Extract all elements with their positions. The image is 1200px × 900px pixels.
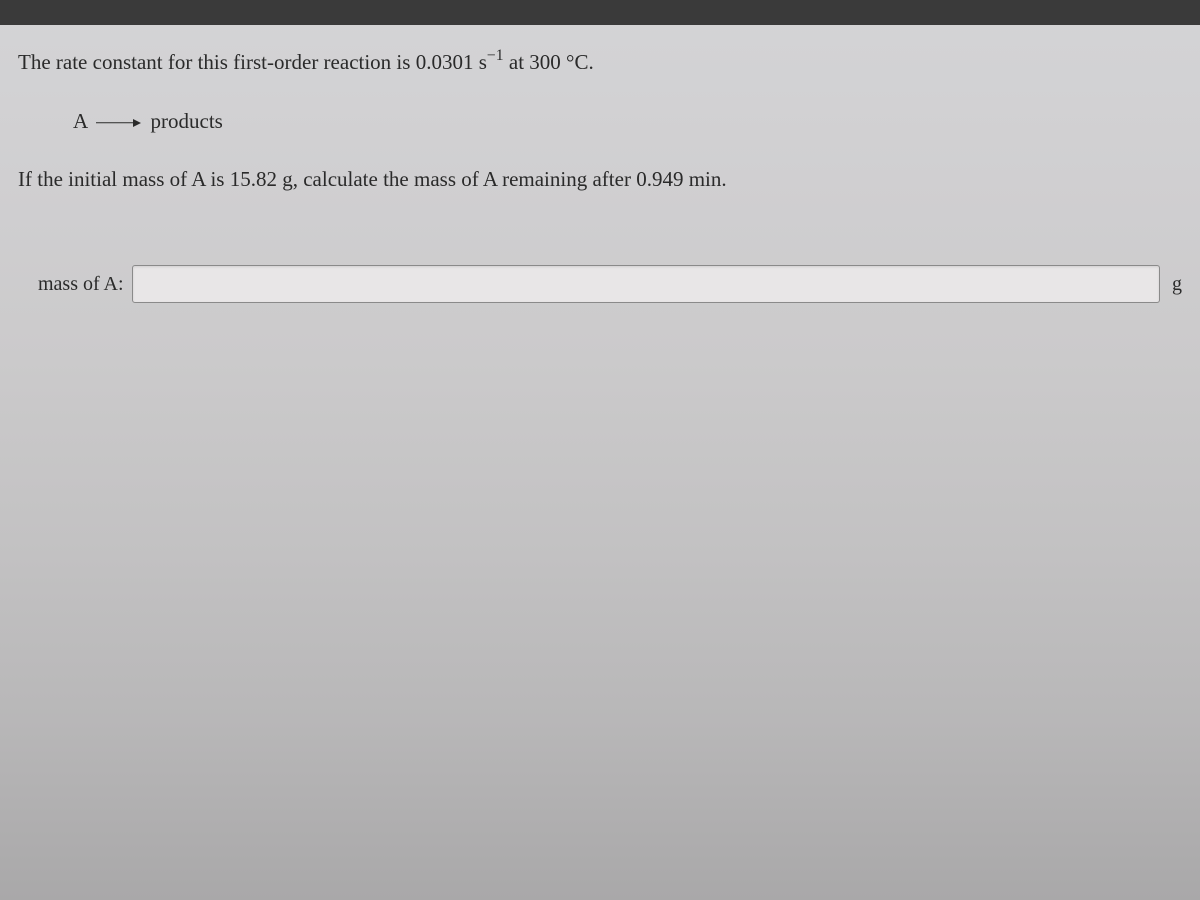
reaction-arrow-icon [96,118,141,128]
reaction-equation: A products [73,109,1182,134]
line1-pre: The rate constant for this first-order r… [18,50,487,74]
answer-row: mass of A: g [38,265,1182,303]
answer-label: mass of A: [38,273,124,296]
screen-frame [0,0,1200,25]
problem-line-1: The rate constant for this first-order r… [18,45,1182,79]
problem-content: The rate constant for this first-order r… [0,0,1200,321]
equation-reactant: A [73,109,87,133]
mass-input[interactable] [132,265,1160,303]
answer-unit: g [1172,273,1182,296]
equation-product: products [151,109,223,133]
problem-line-2: If the initial mass of A is 15.82 g, cal… [18,164,1182,196]
line1-post: at 300 °C. [504,50,594,74]
line1-exponent: −1 [487,47,504,64]
